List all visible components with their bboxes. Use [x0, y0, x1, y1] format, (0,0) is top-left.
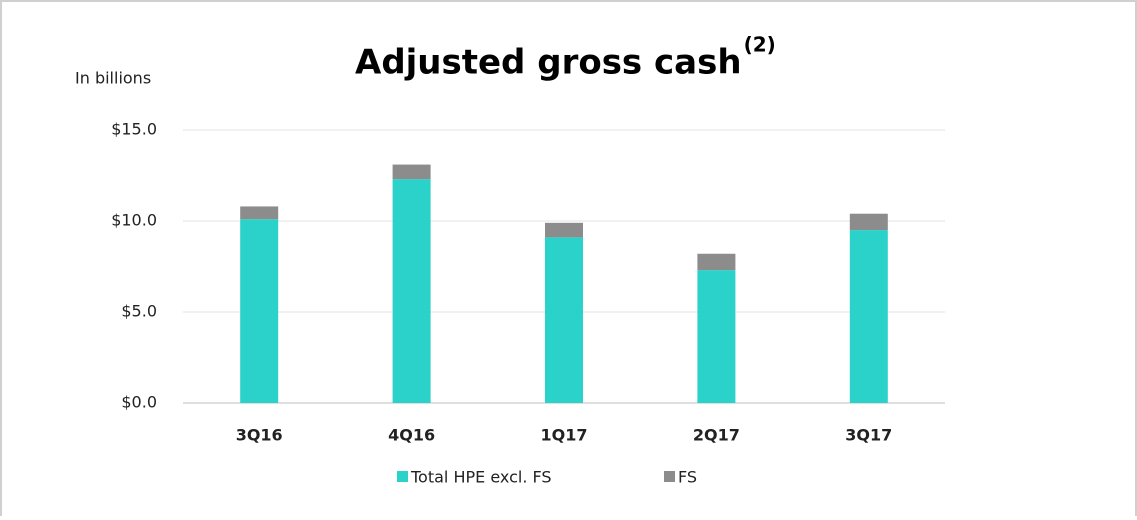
legend-swatch — [664, 471, 675, 482]
x-tick-label: 3Q17 — [845, 426, 892, 445]
bar-segment — [240, 206, 279, 220]
legend-label: Total HPE excl. FS — [410, 468, 552, 487]
bar-segment — [849, 213, 888, 231]
legend-label: FS — [678, 468, 697, 487]
title-superscript: (2) — [744, 33, 776, 57]
bar-segment — [697, 270, 736, 403]
y-tick-label: $10.0 — [111, 211, 157, 230]
y-tick-label: $0.0 — [121, 393, 157, 412]
y-tick-label: $5.0 — [121, 302, 157, 321]
y-tick-label: $15.0 — [111, 120, 157, 139]
bar-segment — [849, 230, 888, 403]
bar-segment — [392, 179, 431, 403]
bar-segment — [240, 219, 279, 403]
bar-segment — [545, 237, 583, 403]
x-tick-label: 1Q17 — [541, 426, 588, 445]
y-axis-label: In billions — [75, 69, 151, 88]
x-tick-label: 3Q16 — [236, 426, 283, 445]
chart-title: Adjusted gross cash — [355, 43, 742, 83]
bar-segment — [392, 164, 431, 180]
legend-swatch — [397, 471, 408, 482]
x-tick-label: 4Q16 — [388, 426, 435, 445]
bar-segment — [545, 222, 583, 238]
x-tick-label: 2Q17 — [693, 426, 740, 445]
bar-segment — [697, 253, 736, 271]
